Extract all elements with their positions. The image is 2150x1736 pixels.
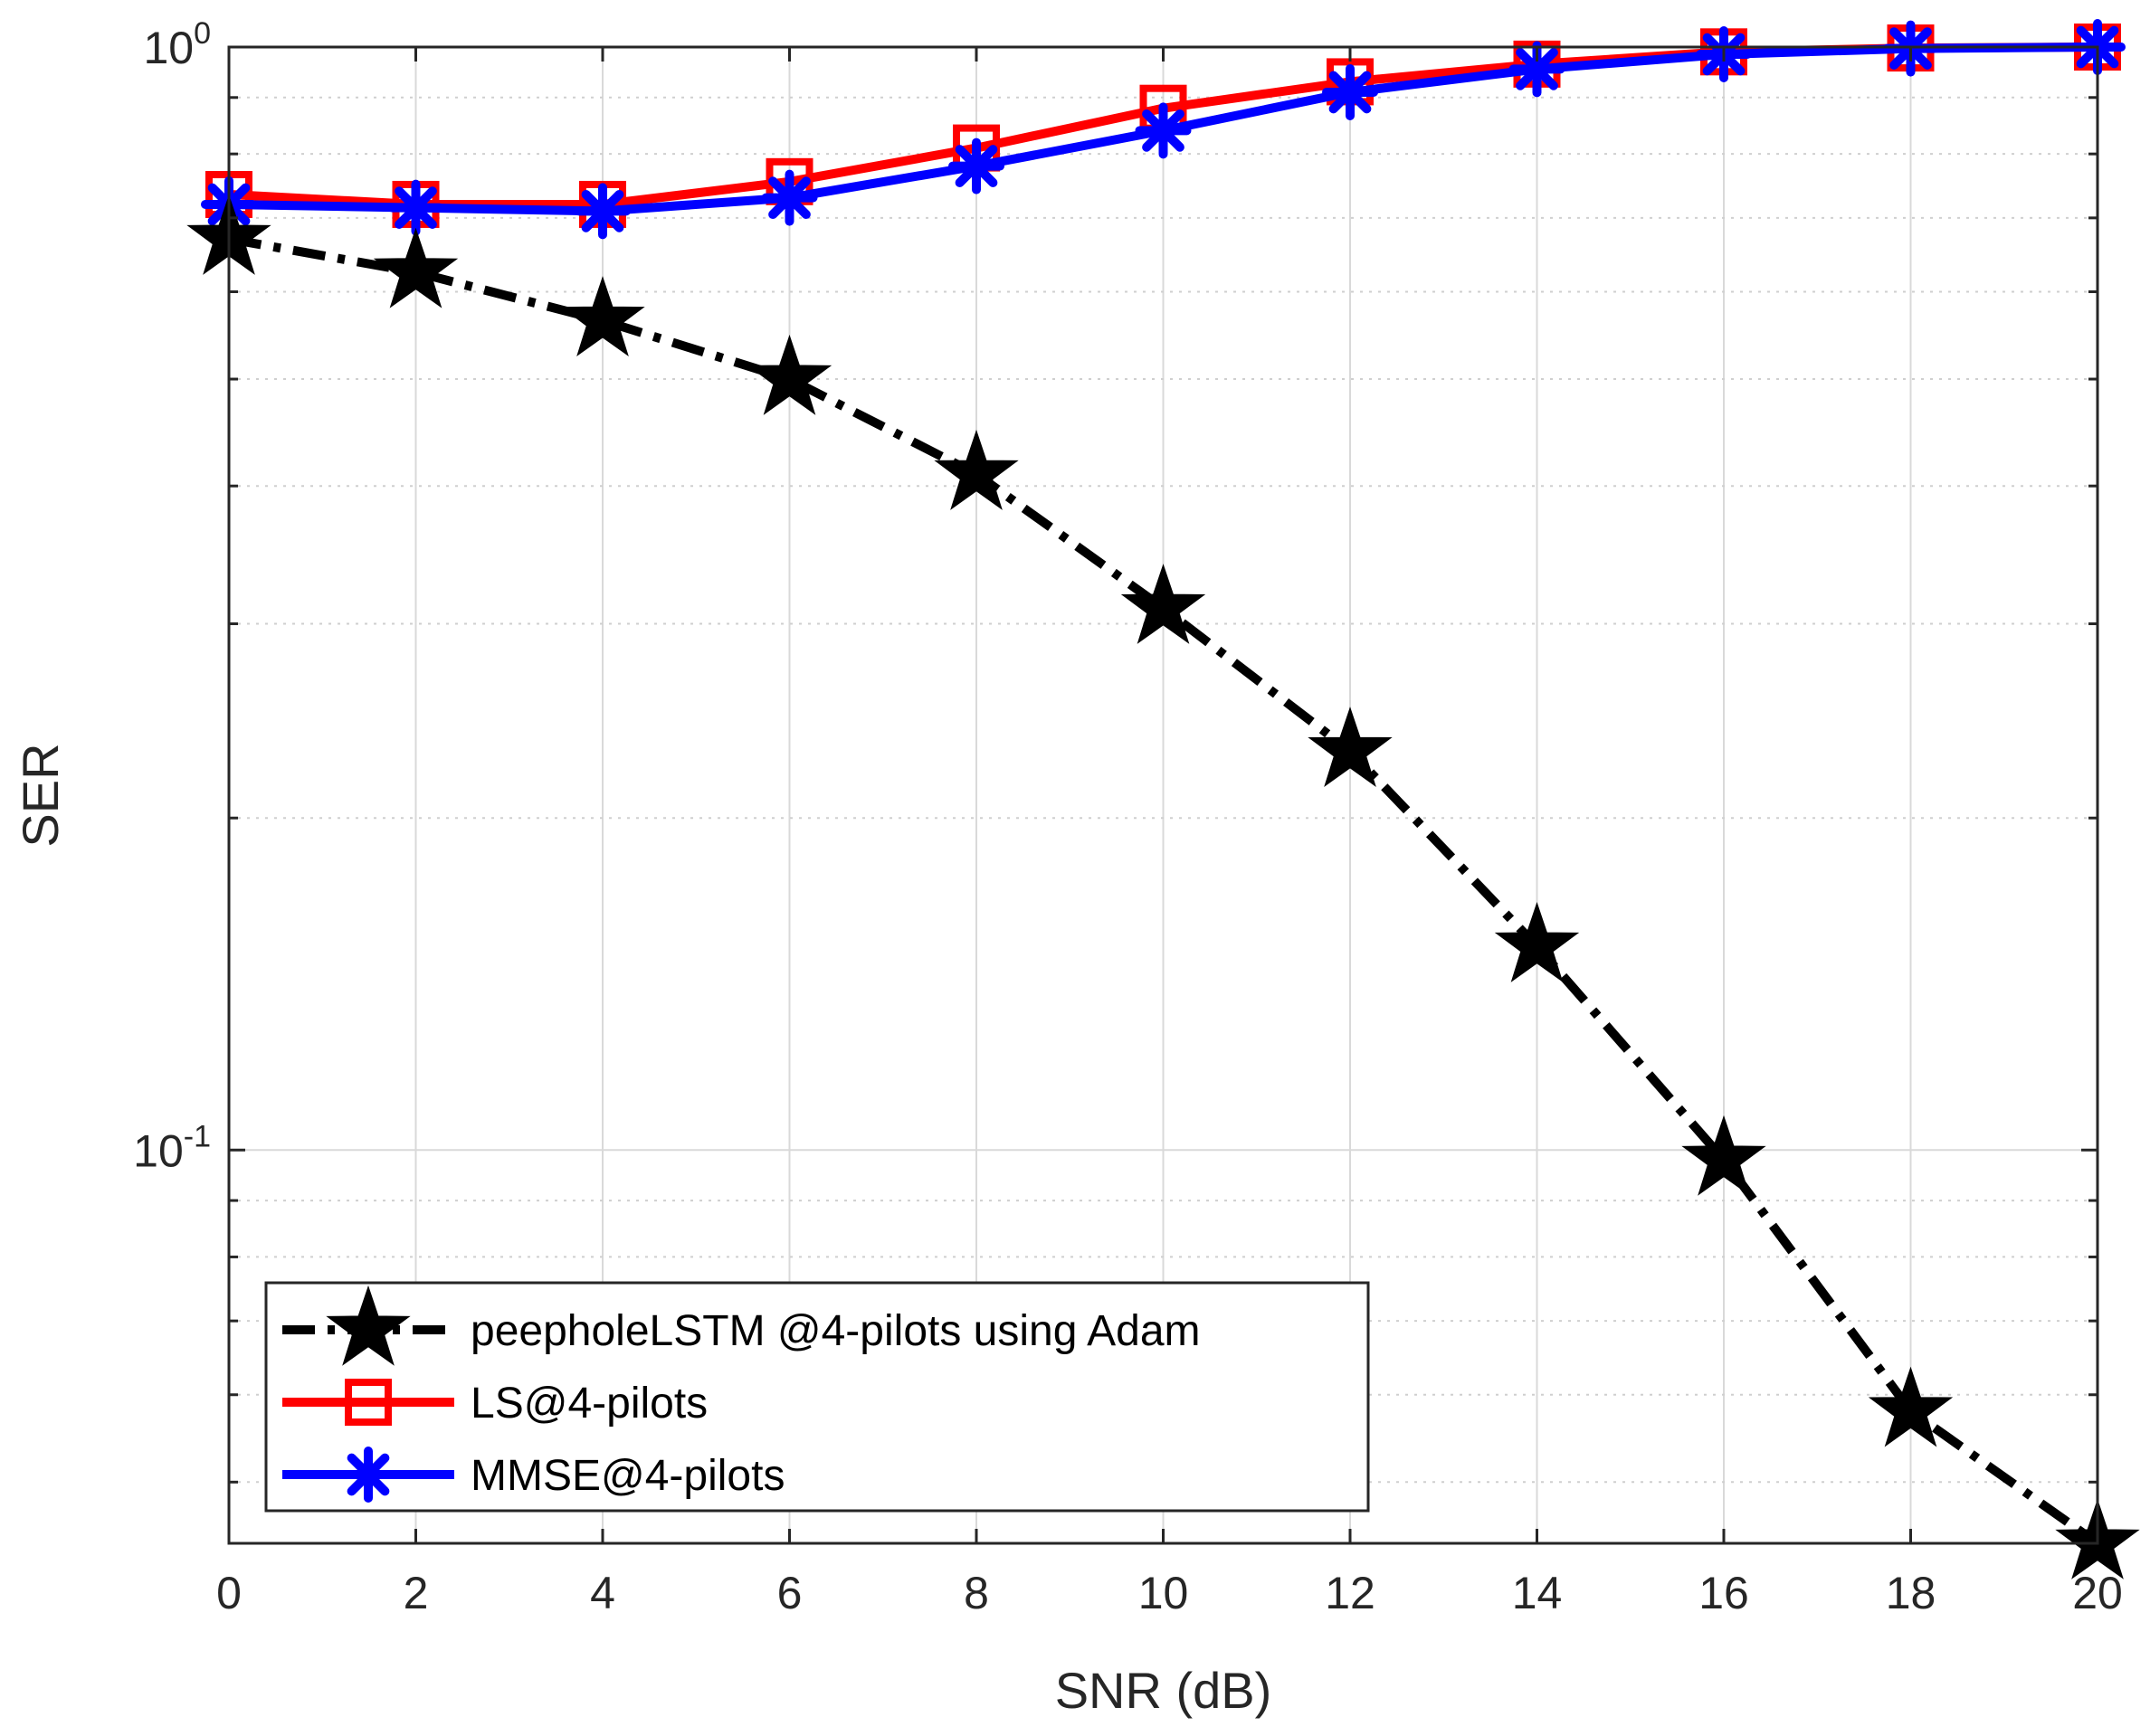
legend-label-1: LS@4-pilots (471, 1380, 708, 1428)
legend: peepholeLSTM @4-pilots using Adam LS@4-pi… (264, 1281, 1370, 1513)
x-tick-label: 12 (1325, 1568, 1375, 1618)
data-point-0-6 (1308, 707, 1393, 787)
ticks: 0 2 4 6 8 10 12 14 16 18 20 100 10-1 (133, 16, 2123, 1618)
legend-label-0: peepholeLSTM @4-pilots using Adam (471, 1307, 1201, 1355)
x-tick-label: 10 (1138, 1568, 1189, 1618)
data-point-0-1 (373, 227, 459, 308)
x-axis-title: SNR (dB) (1055, 1662, 1272, 1719)
data-point-0-9 (1868, 1366, 1954, 1447)
x-tick-label: 4 (590, 1568, 615, 1618)
data-point-2-3 (761, 169, 818, 226)
legend-marker-1 (345, 1379, 392, 1426)
data-point-0-5 (1120, 564, 1206, 644)
legend-label-2: MMSE@4-pilots (471, 1452, 785, 1500)
x-tick-label: 18 (1886, 1568, 1936, 1618)
x-tick-label: 20 (2072, 1568, 2123, 1618)
data-point-0-7 (1494, 901, 1580, 982)
y-axis-title: SER (12, 743, 69, 847)
x-tick-label: 6 (777, 1568, 803, 1618)
x-tick-label: 0 (216, 1568, 242, 1618)
data-point-0-4 (934, 429, 1019, 510)
data-point-0-2 (560, 276, 645, 357)
data-point-2-7 (1508, 41, 1565, 98)
x-tick-label: 14 (1512, 1568, 1563, 1618)
x-tick-label: 8 (964, 1568, 989, 1618)
series-line-0 (228, 234, 2100, 1548)
data-point-2-6 (1322, 63, 1378, 120)
x-tick-label: 2 (404, 1568, 429, 1618)
data-point-0-3 (747, 334, 832, 415)
data-point-2-4 (948, 138, 1004, 194)
data-point-2-5 (1135, 102, 1192, 159)
x-tick-label: 16 (1698, 1568, 1749, 1618)
data-point-2-1 (387, 179, 444, 236)
legend-marker-0 (326, 1285, 411, 1366)
y-tick-label: 100 (143, 16, 211, 73)
series-layer (186, 19, 2140, 1579)
data-point-0-8 (1681, 1115, 1766, 1196)
y-tick-label: 10-1 (133, 1119, 211, 1176)
data-point-2-2 (575, 183, 631, 240)
legend-marker-2 (340, 1447, 396, 1503)
